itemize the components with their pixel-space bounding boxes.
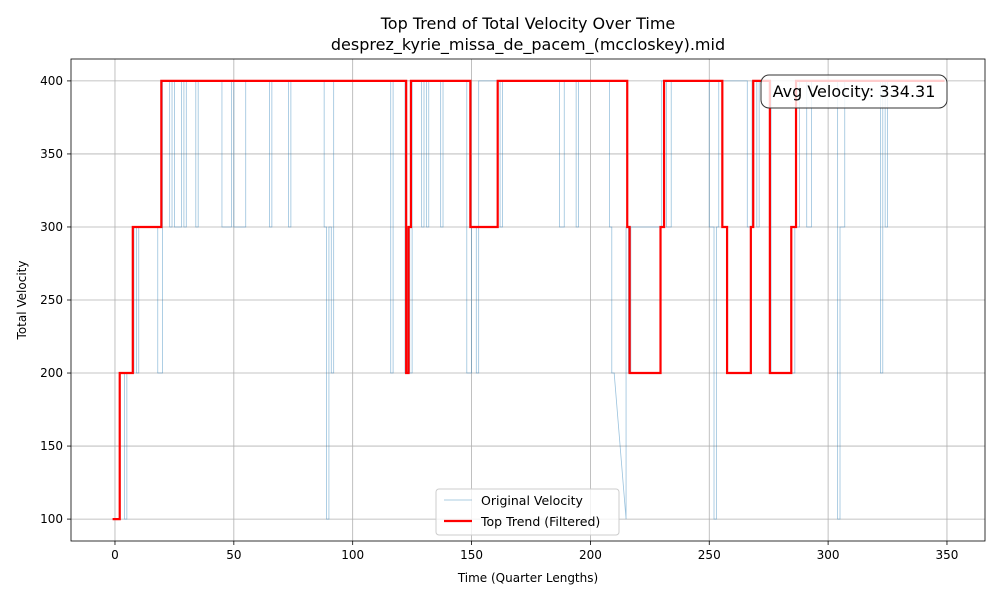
x-axis-ticks: 0 50 100 150 200 250 300 350 — [111, 541, 958, 562]
legend-label-original: Original Velocity — [481, 493, 584, 508]
legend-label-trend: Top Trend (Filtered) — [480, 514, 600, 529]
x-tick-label: 150 — [460, 548, 483, 562]
y-tick-label: 300 — [40, 220, 63, 234]
original-velocity-line — [114, 80, 945, 520]
y-axis-label: Total Velocity — [15, 261, 29, 341]
x-tick-label: 100 — [341, 548, 364, 562]
avg-velocity-annotation: Avg Velocity: 334.31 — [760, 74, 948, 109]
annotation-box — [760, 74, 948, 109]
x-tick-label: 350 — [936, 548, 959, 562]
x-tick-label: 0 — [111, 548, 119, 562]
legend-box — [435, 488, 620, 536]
x-tick-label: 300 — [817, 548, 840, 562]
chart-title: Top Trend of Total Velocity Over Time — [380, 14, 676, 33]
y-tick-label: 100 — [40, 512, 63, 526]
y-axis-ticks: 100 150 200 250 300 350 400 — [40, 74, 71, 526]
y-tick-label: 350 — [40, 147, 63, 161]
original-velocity-series — [114, 80, 945, 520]
chart-subtitle: desprez_kyrie_missa_de_pacem_(mccloskey)… — [331, 35, 725, 55]
x-tick-label: 200 — [579, 548, 602, 562]
x-axis-label: Time (Quarter Lengths) — [457, 571, 598, 585]
annotation-text: Avg Velocity: 334.31 — [773, 82, 936, 101]
grid — [71, 59, 985, 541]
y-tick-label: 250 — [40, 293, 63, 307]
x-tick-label: 250 — [698, 548, 721, 562]
x-tick-label: 50 — [226, 548, 241, 562]
y-tick-label: 150 — [40, 439, 63, 453]
y-tick-label: 200 — [40, 366, 63, 380]
legend: Original Velocity Top Trend (Filtered) — [435, 488, 620, 536]
y-tick-label: 400 — [40, 74, 63, 88]
